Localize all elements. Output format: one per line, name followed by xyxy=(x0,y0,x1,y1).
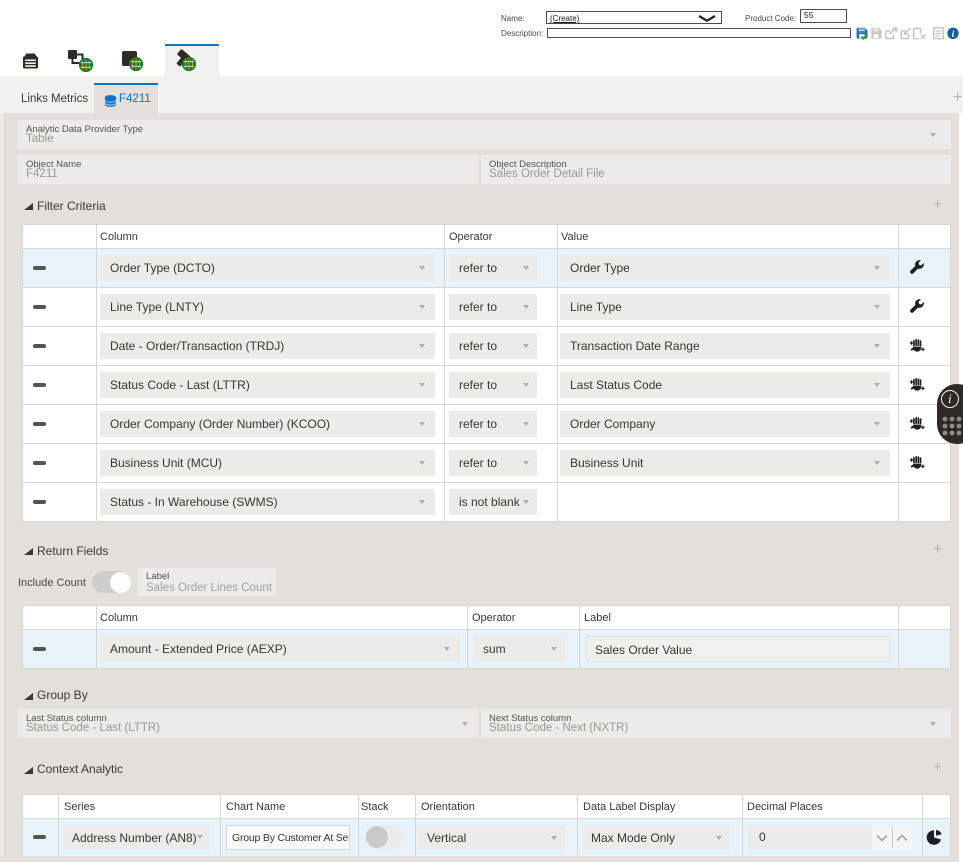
svg-text:i: i xyxy=(952,30,955,40)
